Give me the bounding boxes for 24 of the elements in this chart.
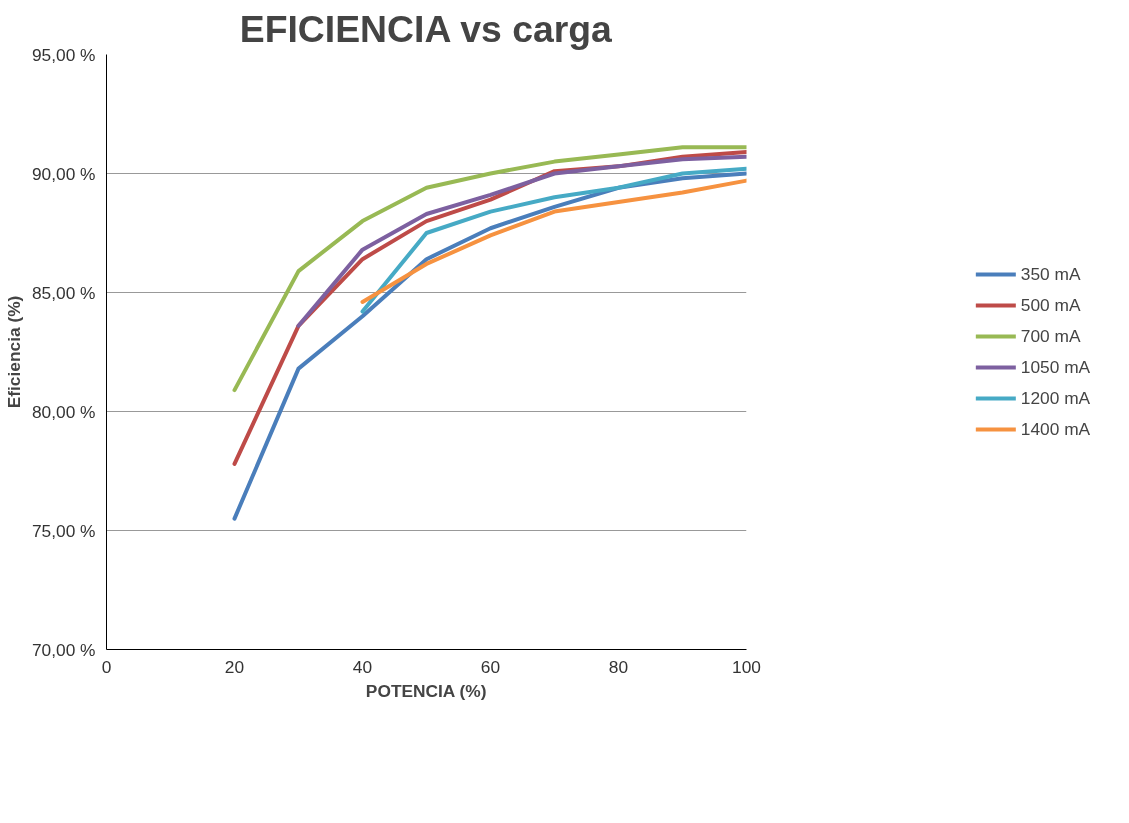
- legend-label: 700 mA: [1020, 325, 1081, 347]
- y-tick-label: 70,00 %: [31, 639, 96, 660]
- legend-label: 1400 mA: [1020, 418, 1091, 440]
- x-tick-label: 80: [608, 656, 629, 677]
- y-tick-label: 80,00 %: [31, 401, 96, 422]
- legend-label: 500 mA: [1020, 294, 1081, 316]
- legend-label: 1050 mA: [1020, 356, 1091, 378]
- chart-title: EFICIENCIA vs carga: [239, 7, 613, 50]
- y-tick-label: 85,00 %: [31, 282, 96, 303]
- x-tick-label: 60: [480, 656, 501, 677]
- line-series: [296, 154, 747, 328]
- y-tick-label: 95,00 %: [31, 44, 96, 65]
- legend-label: 350 mA: [1020, 263, 1081, 285]
- x-tick-label: 40: [352, 656, 373, 677]
- x-tick-label: 0: [101, 656, 112, 677]
- x-tick-label: 20: [224, 656, 245, 677]
- x-axis-title: POTENCIA (%): [365, 680, 487, 701]
- line-series: [232, 145, 747, 393]
- y-axis-title: Eficiencia (%): [3, 295, 24, 409]
- y-tick-label: 90,00 %: [31, 163, 96, 184]
- y-tick-label: 75,00 %: [31, 520, 96, 541]
- x-tick-label: 100: [732, 656, 761, 677]
- line-series: [232, 171, 747, 521]
- legend-label: 1200 mA: [1020, 387, 1091, 409]
